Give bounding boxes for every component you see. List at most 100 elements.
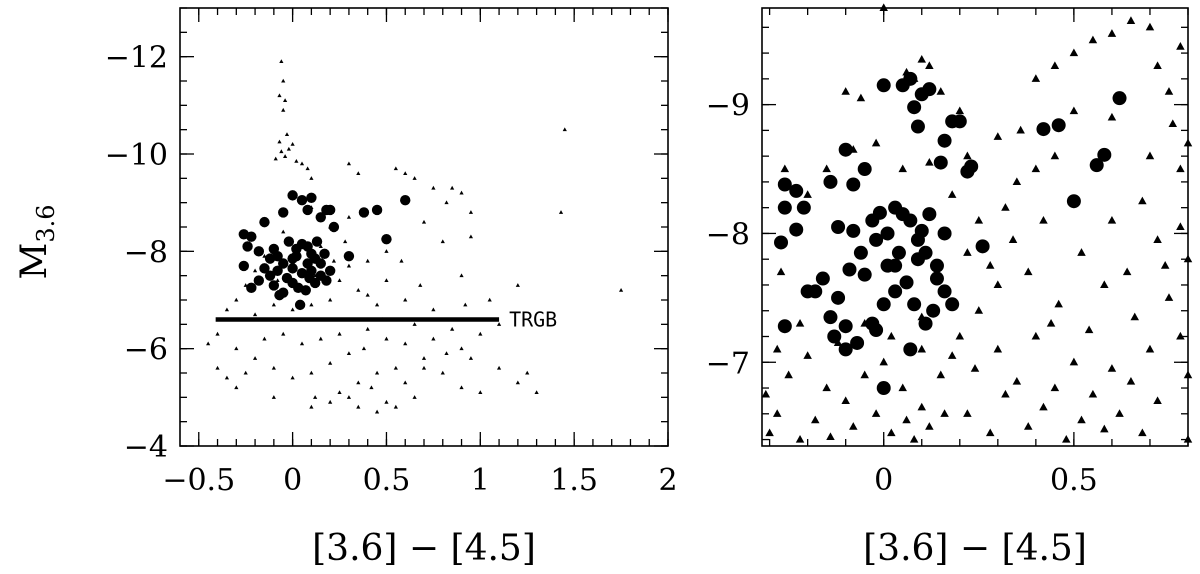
circle-marker	[929, 258, 944, 273]
triangle-marker	[955, 106, 965, 115]
triangle-marker	[440, 370, 445, 375]
triangle-marker	[963, 409, 972, 417]
triangle-marker	[346, 263, 352, 268]
circle-marker	[831, 220, 846, 234]
circle-marker	[808, 284, 823, 299]
triangle-marker	[337, 278, 342, 283]
triangle-marker	[369, 385, 374, 390]
triangle-marker	[450, 326, 455, 331]
triangle-marker	[399, 258, 404, 263]
circle-marker	[302, 258, 313, 269]
triangle-marker	[1001, 203, 1010, 211]
triangle-marker	[841, 87, 850, 95]
triangle-marker	[431, 336, 436, 341]
triangle-marker	[1039, 402, 1048, 411]
y-tick-label: −8	[124, 235, 168, 270]
circle-marker	[268, 280, 280, 291]
circle-marker	[274, 289, 285, 301]
circle-marker	[918, 316, 933, 331]
triangle-marker	[468, 356, 474, 360]
circle-marker	[259, 216, 270, 228]
triangle-marker	[1031, 331, 1041, 340]
circle-marker	[294, 299, 306, 311]
circle-marker	[777, 200, 792, 215]
triangle-marker	[299, 161, 305, 166]
circle-marker	[910, 119, 925, 134]
circle-marker	[278, 207, 289, 218]
circle-marker	[264, 253, 276, 264]
circle-marker	[400, 195, 411, 206]
x-tick-label: 0.5	[1050, 463, 1098, 498]
triangle-marker	[403, 171, 408, 175]
triangle-marker	[393, 365, 398, 370]
circle-marker	[937, 284, 952, 299]
circle-marker	[283, 236, 295, 247]
left-tick-labels: −0.5 0 0.5 1 1.5 2 −4 −6 −8 −10 −12	[105, 41, 678, 498]
triangle-marker	[1024, 267, 1033, 276]
triangle-marker	[384, 278, 389, 283]
triangle-marker	[1062, 434, 1071, 443]
triangle-marker	[356, 380, 361, 385]
y-tick-label: −4	[124, 430, 168, 465]
triangle-marker	[902, 415, 911, 424]
triangle-marker	[418, 283, 423, 287]
triangle-marker	[871, 138, 881, 147]
circle-marker	[827, 329, 842, 344]
triangle-marker	[534, 390, 539, 394]
triangle-marker	[795, 434, 805, 443]
triangle-marker	[936, 370, 946, 379]
triangle-marker	[803, 351, 812, 359]
triangle-marker	[346, 214, 352, 219]
triangle-marker	[224, 307, 230, 312]
triangle-marker	[365, 292, 370, 297]
triangle-marker	[985, 261, 995, 269]
triangle-marker	[1050, 61, 1060, 70]
circle-marker	[891, 245, 906, 260]
triangle-marker	[343, 239, 348, 244]
circle-marker	[777, 177, 792, 192]
circle-marker	[872, 205, 887, 220]
triangle-marker	[328, 297, 333, 302]
triangle-marker	[1164, 293, 1174, 301]
triangle-marker	[365, 258, 370, 263]
circle-marker	[789, 222, 804, 237]
triangle-marker	[478, 331, 483, 336]
triangle-marker	[1107, 364, 1117, 372]
triangle-marker	[970, 364, 980, 372]
triangle-marker	[1107, 29, 1117, 37]
circle-marker	[278, 258, 289, 269]
triangle-marker	[356, 404, 361, 409]
triangle-marker	[412, 176, 417, 180]
circle-marker	[838, 142, 853, 157]
circle-marker	[311, 236, 323, 247]
triangle-marker	[318, 244, 323, 248]
circle-marker	[910, 252, 925, 267]
triangle-marker	[1100, 424, 1109, 433]
triangle-marker	[444, 200, 449, 205]
triangle-marker	[496, 322, 502, 326]
right-ticks	[762, 8, 1189, 446]
triangle-marker	[562, 127, 567, 132]
triangle-marker	[1069, 106, 1079, 115]
triangle-marker	[1100, 280, 1109, 289]
circle-marker	[287, 190, 298, 201]
triangle-marker	[1084, 325, 1094, 334]
triangle-marker	[765, 428, 774, 437]
triangle-marker	[478, 390, 483, 394]
circle-marker	[869, 323, 884, 338]
triangle-marker	[273, 156, 278, 161]
triangle-marker	[1138, 196, 1147, 205]
triangle-marker	[1031, 164, 1041, 173]
triangle-marker	[1183, 434, 1193, 443]
triangle-marker	[1031, 74, 1041, 82]
triangle-marker	[887, 331, 896, 340]
triangle-marker	[318, 336, 323, 341]
triangle-marker	[856, 93, 866, 102]
triangle-marker	[1012, 177, 1022, 185]
circle-marker	[964, 159, 979, 174]
triangle-marker	[309, 302, 314, 307]
circle-marker	[888, 284, 903, 299]
circle-marker	[823, 174, 838, 189]
x-tick-label: 1	[471, 463, 490, 498]
